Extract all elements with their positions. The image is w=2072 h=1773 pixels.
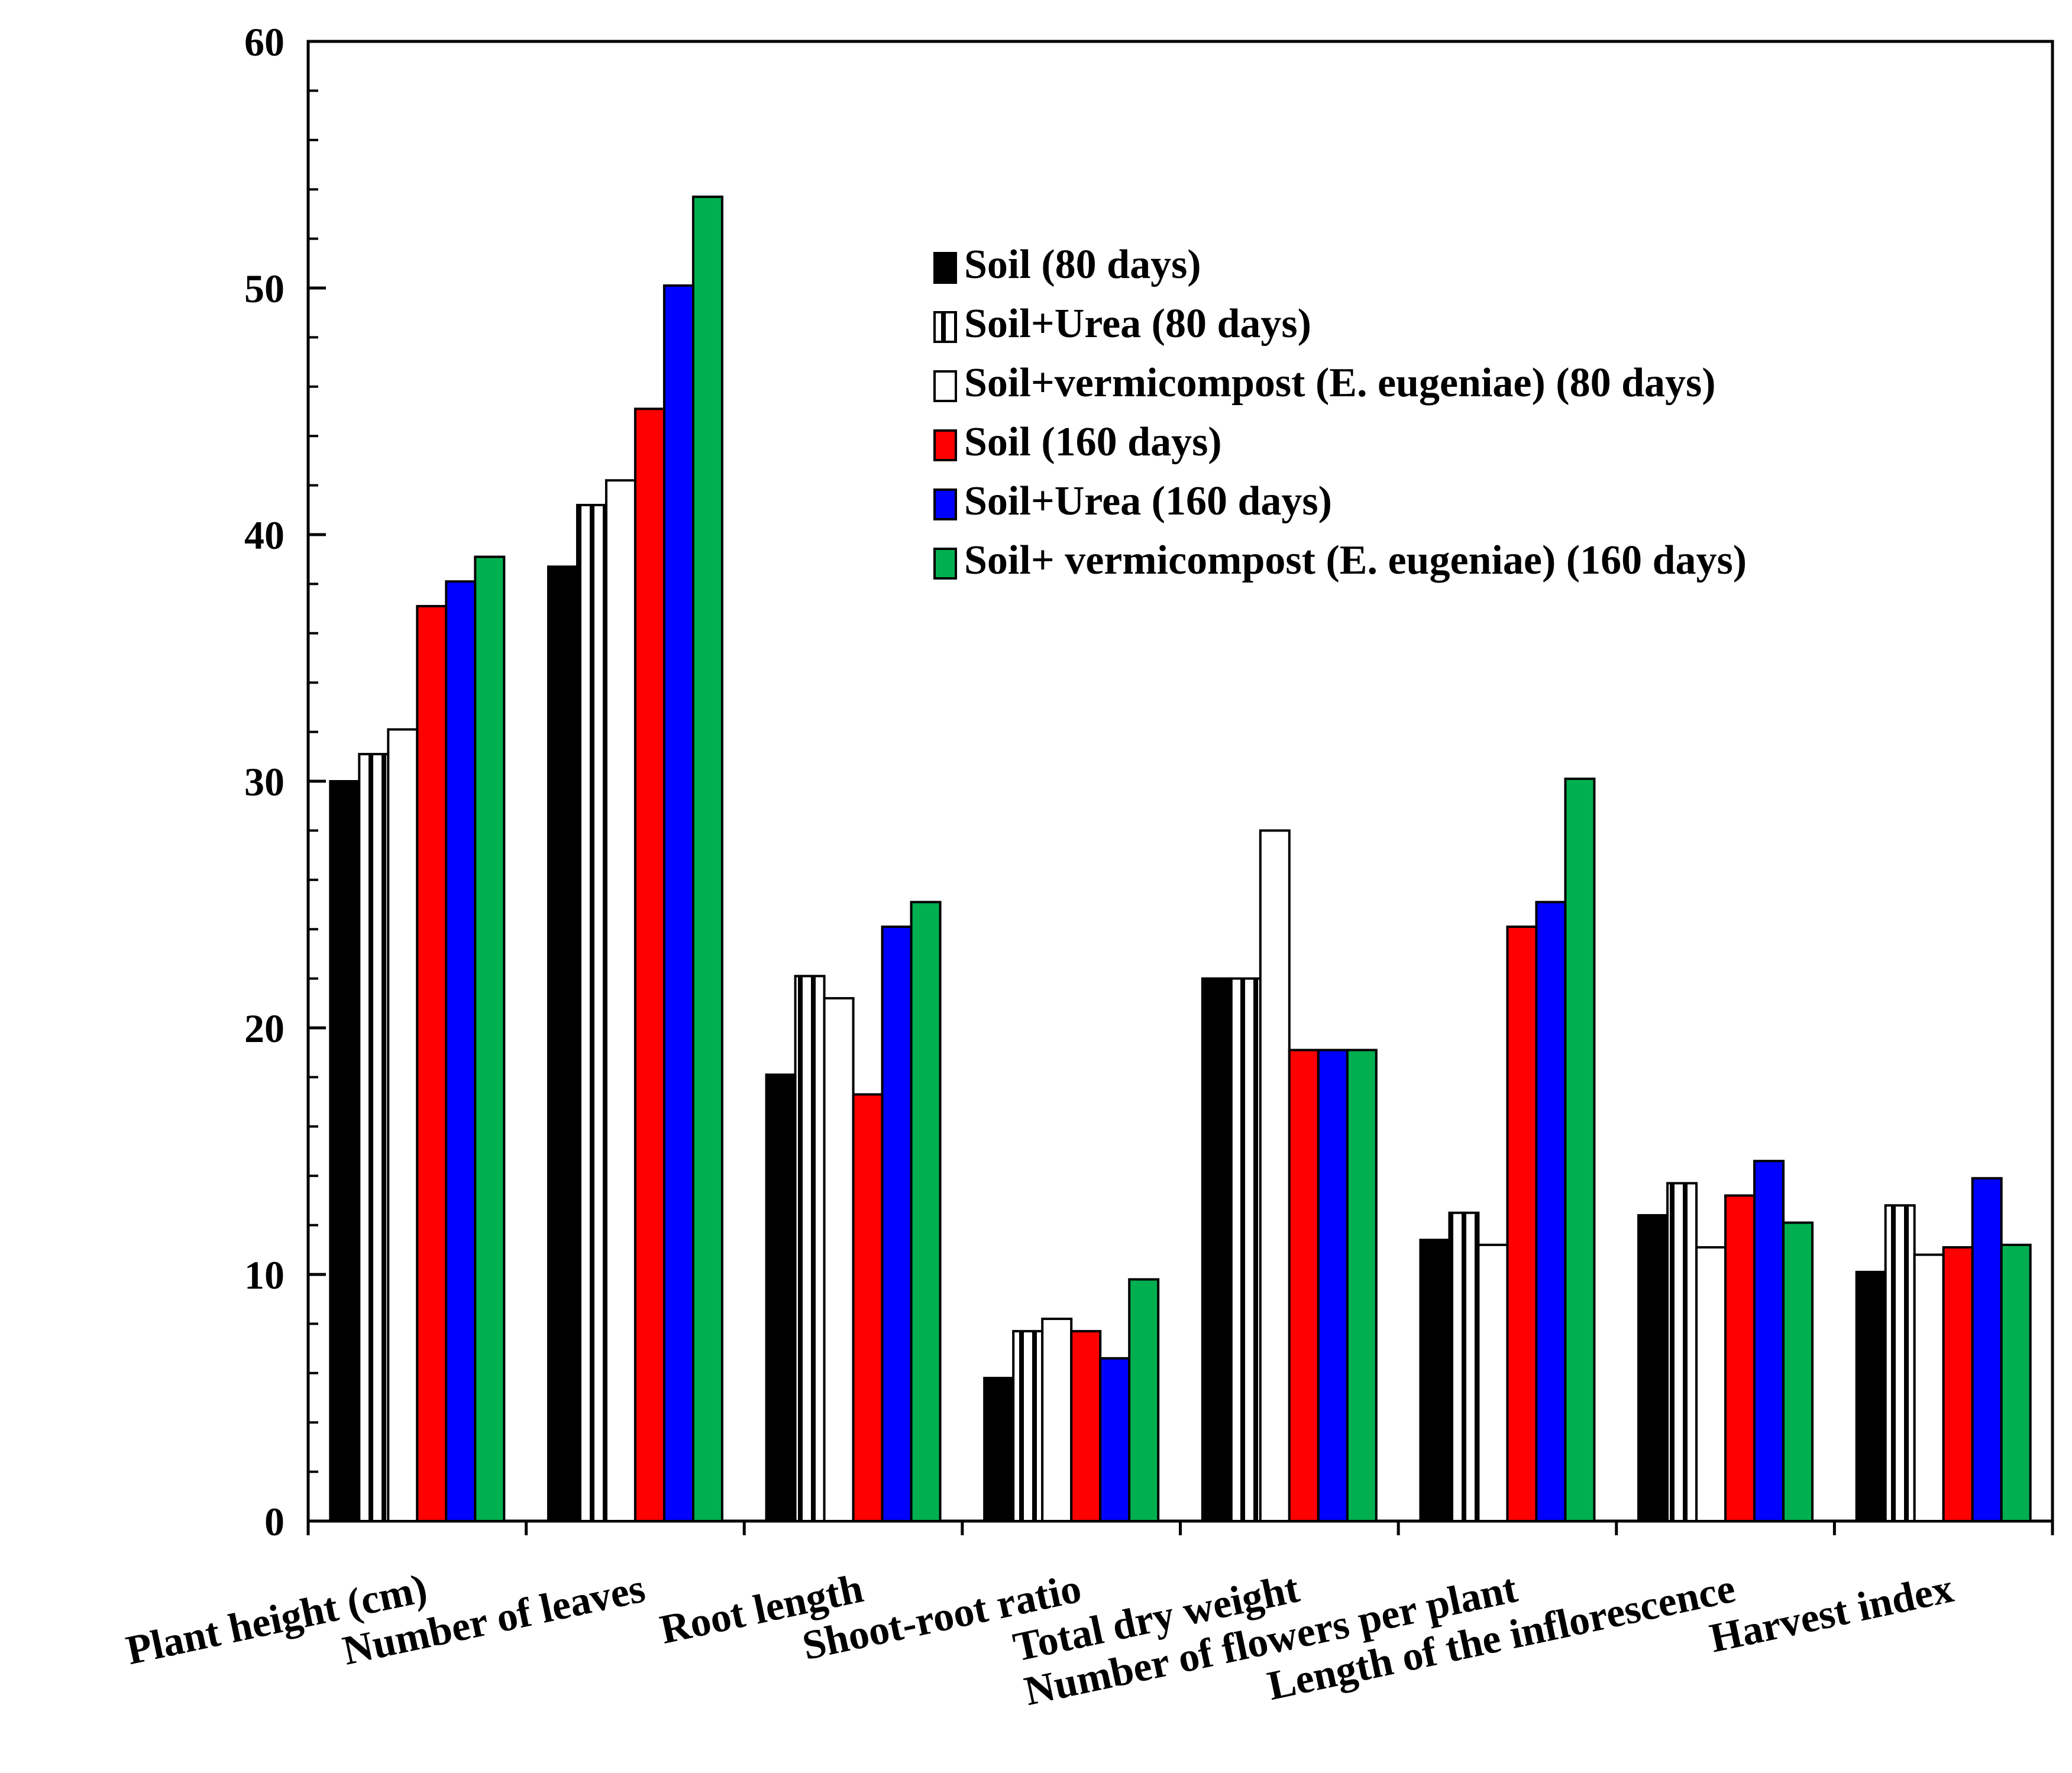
bar — [1346, 1049, 1378, 1522]
bar — [547, 565, 578, 1523]
bar — [1942, 1246, 1974, 1522]
bar — [1855, 1270, 1887, 1523]
bar — [1724, 1194, 1756, 1523]
legend-swatch — [933, 252, 957, 284]
legend-swatch — [933, 370, 957, 402]
x-category-label: Harvest index — [1706, 1565, 1957, 1661]
bar — [605, 479, 636, 1522]
bar — [1782, 1221, 1814, 1522]
bar — [1535, 901, 1567, 1522]
bar — [910, 901, 942, 1522]
bar — [1448, 1211, 1480, 1522]
bar — [1230, 977, 1262, 1522]
legend-label: Soil (160 days) — [964, 419, 1222, 465]
legend-label: Soil+ vermicompost (E. eugeniae) (160 da… — [964, 538, 1747, 583]
bar — [1753, 1160, 1785, 1523]
bar — [1506, 926, 1538, 1522]
bar — [474, 555, 506, 1522]
bar — [387, 728, 419, 1522]
y-tick-label: 30 — [244, 759, 285, 804]
legend-swatch — [933, 548, 957, 580]
bar — [358, 753, 390, 1522]
legend-label: Soil (80 days) — [964, 242, 1201, 287]
bar — [1477, 1243, 1509, 1522]
bar — [2000, 1243, 2032, 1522]
legend-swatch — [933, 429, 957, 461]
bar — [823, 996, 855, 1522]
bar — [1666, 1182, 1698, 1522]
legend-swatch — [933, 488, 957, 520]
bar — [1317, 1049, 1349, 1522]
bar — [881, 926, 913, 1522]
bar — [1099, 1357, 1131, 1523]
bar — [691, 195, 723, 1523]
bar — [633, 407, 665, 1523]
bar — [1419, 1238, 1451, 1523]
bar — [1913, 1253, 1945, 1522]
y-tick-label: 50 — [244, 266, 285, 311]
legend-label: Soil+Urea (160 days) — [964, 478, 1332, 524]
bar — [765, 1073, 797, 1522]
y-tick-label: 60 — [244, 20, 285, 64]
bar — [794, 975, 826, 1523]
bar — [1971, 1177, 2003, 1522]
bar — [576, 503, 607, 1523]
bar — [1884, 1204, 1916, 1522]
y-tick-label: 20 — [244, 1006, 285, 1051]
bar — [445, 580, 477, 1522]
bar — [1259, 829, 1291, 1522]
bar — [1695, 1246, 1727, 1522]
bar — [852, 1093, 884, 1522]
y-tick-label: 40 — [244, 513, 285, 558]
legend-label: Soil+vermicompost (E. eugeniae) (80 days… — [964, 360, 1716, 406]
bar — [1288, 1049, 1320, 1522]
bars — [329, 195, 2032, 1523]
y-tick-label: 0 — [264, 1499, 285, 1544]
bar — [416, 604, 448, 1522]
bar — [1012, 1329, 1044, 1522]
y-axis: 0 10 20 30 40 50 60 — [244, 20, 326, 1544]
legend-swatch — [933, 311, 957, 343]
bar — [1041, 1318, 1073, 1523]
bar — [662, 284, 694, 1522]
bar — [329, 780, 361, 1522]
y-tick-label: 10 — [244, 1253, 285, 1298]
bar — [1201, 977, 1233, 1522]
bar — [983, 1377, 1015, 1522]
bar — [1564, 777, 1596, 1522]
bar — [1637, 1214, 1669, 1522]
legend-label: Soil+Urea (80 days) — [964, 301, 1311, 347]
bar — [1128, 1278, 1160, 1523]
legend: Soil (80 days) Soil+Urea (80 days) Soil+ve… — [933, 242, 1747, 583]
bar — [1070, 1329, 1102, 1522]
x-axis: Plant height (cm)Number of leaves Root le… — [122, 1521, 2054, 1714]
